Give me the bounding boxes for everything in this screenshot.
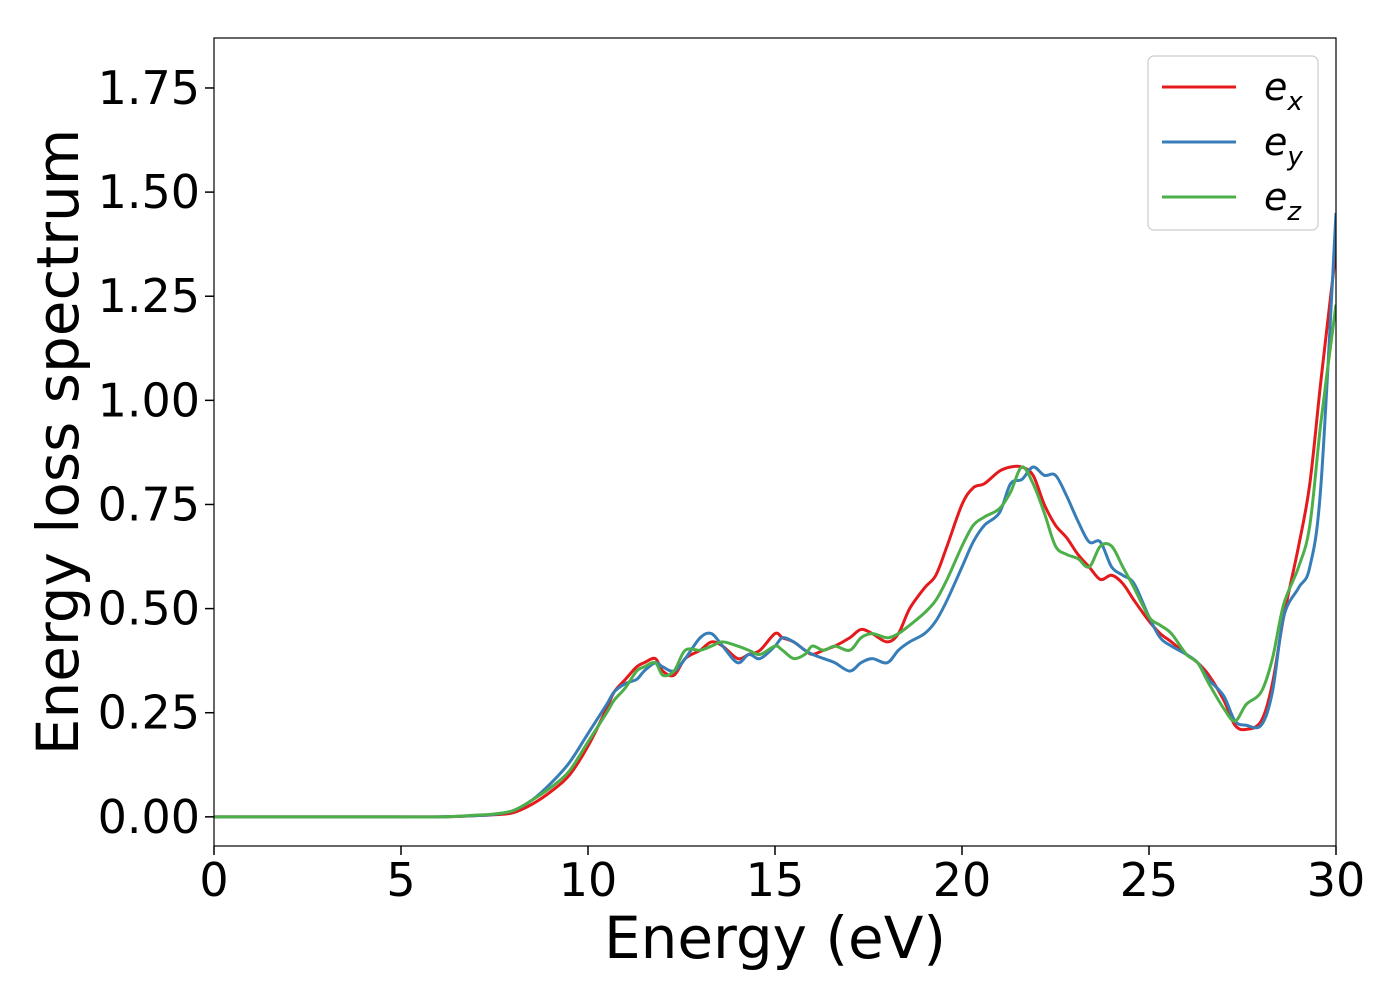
series-line-x bbox=[214, 250, 1336, 819]
legend-label-y: ey bbox=[1264, 120, 1303, 172]
x-tick-label: 10 bbox=[559, 853, 618, 907]
y-tick-label: 1.50 bbox=[98, 165, 200, 219]
series-line-y bbox=[214, 212, 1336, 819]
x-axis-label: Energy (eV) bbox=[604, 904, 946, 972]
y-tick-label: 1.00 bbox=[98, 373, 200, 427]
series-layer bbox=[214, 212, 1336, 819]
y-axis-label: Energy loss spectrum bbox=[24, 129, 92, 755]
series-line-z bbox=[214, 304, 1336, 819]
y-axis-ticks: 0.00 0.25 0.50 0.75 1.00 1.25 1.50 1.75 bbox=[98, 61, 214, 844]
legend-label-sub: z bbox=[1286, 197, 1302, 227]
x-tick-label: 5 bbox=[386, 853, 415, 907]
y-tick-label: 0.75 bbox=[98, 477, 200, 531]
x-tick-label: 15 bbox=[746, 853, 805, 907]
legend-label-x: ex bbox=[1264, 65, 1303, 117]
plot-frame bbox=[213, 37, 1337, 847]
legend-label-z: ez bbox=[1264, 175, 1302, 227]
y-tick-label: 0.25 bbox=[98, 686, 200, 740]
legend-label-sub: x bbox=[1286, 87, 1303, 117]
x-tick-label: 0 bbox=[199, 853, 228, 907]
y-tick-label: 1.75 bbox=[98, 61, 200, 115]
y-tick-label: 1.25 bbox=[98, 269, 200, 323]
legend-label-base: e bbox=[1264, 65, 1287, 109]
legend-label-base: e bbox=[1264, 175, 1287, 219]
y-tick-label: 0.00 bbox=[98, 790, 200, 844]
x-tick-label: 30 bbox=[1307, 853, 1366, 907]
legend-label-sub: y bbox=[1286, 142, 1303, 172]
legend-label-base: e bbox=[1264, 120, 1287, 164]
x-tick-label: 20 bbox=[933, 853, 992, 907]
y-tick-label: 0.50 bbox=[98, 582, 200, 636]
x-tick-label: 25 bbox=[1120, 853, 1179, 907]
x-axis-ticks: 0 5 10 15 20 25 30 bbox=[199, 846, 1365, 907]
